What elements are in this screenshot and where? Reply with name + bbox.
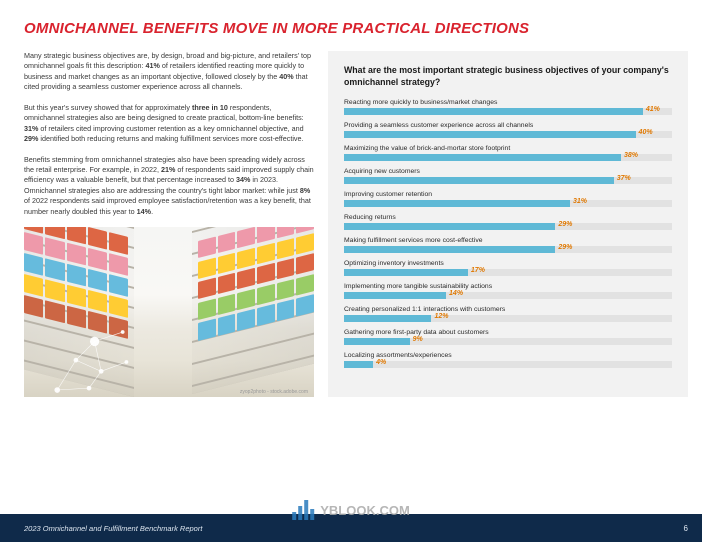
- bar-label: Maximizing the value of brick-and-mortar…: [344, 145, 672, 152]
- bar-track: 12%: [344, 315, 672, 322]
- bar-row: Making fulfillment services more cost-ef…: [344, 237, 672, 253]
- bar-row: Maximizing the value of brick-and-mortar…: [344, 145, 672, 161]
- two-column-layout: Many strategic business objectives are, …: [24, 51, 702, 397]
- bar-chart: Reacting more quickly to business/market…: [344, 99, 672, 368]
- paragraph-3: Benefits stemming from omnichannel strat…: [24, 155, 314, 218]
- footer-report-title: 2023 Omnichannel and Fulfillment Benchma…: [24, 524, 202, 533]
- bar-label: Reducing returns: [344, 214, 672, 221]
- bar-track: 31%: [344, 200, 672, 207]
- bar-row: Improving customer retention 31%: [344, 191, 672, 207]
- bar-value: 38%: [624, 152, 638, 159]
- bar-label: Acquiring new customers: [344, 168, 672, 175]
- bar-label: Creating personalized 1:1 interactions w…: [344, 306, 672, 313]
- bar-wrap: 17%: [344, 269, 672, 276]
- bar-fill: 12%: [344, 315, 431, 322]
- paragraph-2: But this year's survey showed that for a…: [24, 103, 314, 145]
- bar-fill: 31%: [344, 200, 570, 207]
- bar-label: Optimizing inventory investments: [344, 260, 672, 267]
- bar-wrap: 38%: [344, 154, 672, 161]
- bar-row: Providing a seamless customer experience…: [344, 122, 672, 138]
- bar-track: 38%: [344, 154, 672, 161]
- bar-fill: 37%: [344, 177, 614, 184]
- bar-value: 9%: [413, 336, 423, 343]
- bar-row: Localizing assortments/experiences 4%: [344, 352, 672, 368]
- store-aisle-image: zyop2photo - stock.adobe.com: [24, 227, 314, 397]
- bar-fill: 14%: [344, 292, 446, 299]
- bar-value: 41%: [646, 106, 660, 113]
- bar-track: 14%: [344, 292, 672, 299]
- bar-fill: 41%: [344, 108, 643, 115]
- bar-track: 37%: [344, 177, 672, 184]
- bar-wrap: 9%: [344, 338, 672, 345]
- bar-value: 4%: [376, 359, 386, 366]
- chart-panel: What are the most important strategic bu…: [328, 51, 688, 397]
- bar-wrap: 29%: [344, 223, 672, 230]
- bar-value: 37%: [617, 175, 631, 182]
- chart-title: What are the most important strategic bu…: [344, 65, 672, 89]
- bar-track: 41%: [344, 108, 672, 115]
- bar-row: Creating personalized 1:1 interactions w…: [344, 306, 672, 322]
- network-overlay-icon: [24, 304, 169, 398]
- bar-track: 29%: [344, 246, 672, 253]
- photo-credit: zyop2photo - stock.adobe.com: [240, 389, 308, 395]
- bar-row: Optimizing inventory investments 17%: [344, 260, 672, 276]
- watermark-logo: YBLOOK.COM: [292, 500, 410, 520]
- bar-wrap: 4%: [344, 361, 672, 368]
- bar-track: 4%: [344, 361, 672, 368]
- bar-label: Reacting more quickly to business/market…: [344, 99, 672, 106]
- bar-row: Reacting more quickly to business/market…: [344, 99, 672, 115]
- bar-wrap: 31%: [344, 200, 672, 207]
- bar-wrap: 12%: [344, 315, 672, 322]
- bar-wrap: 14%: [344, 292, 672, 299]
- left-column: Many strategic business objectives are, …: [24, 51, 314, 397]
- bar-fill: 4%: [344, 361, 373, 368]
- bar-value: 40%: [639, 129, 653, 136]
- bar-track: 17%: [344, 269, 672, 276]
- bar-value: 12%: [434, 313, 448, 320]
- bar-fill: 17%: [344, 269, 468, 276]
- bar-row: Reducing returns 29%: [344, 214, 672, 230]
- watermark-bars-icon: [292, 500, 316, 520]
- page-title: OMNICHANNEL BENEFITS MOVE IN MORE PRACTI…: [24, 20, 702, 37]
- paragraph-1: Many strategic business objectives are, …: [24, 51, 314, 93]
- page-number: 6: [684, 524, 688, 533]
- bar-label: Making fulfillment services more cost-ef…: [344, 237, 672, 244]
- bar-row: Implementing more tangible sustainabilit…: [344, 283, 672, 299]
- bar-label: Providing a seamless customer experience…: [344, 122, 672, 129]
- page-container: OMNICHANNEL BENEFITS MOVE IN MORE PRACTI…: [0, 0, 702, 542]
- bar-wrap: 37%: [344, 177, 672, 184]
- bar-fill: 29%: [344, 223, 555, 230]
- bar-fill: 38%: [344, 154, 621, 161]
- bar-row: Gathering more first-party data about cu…: [344, 329, 672, 345]
- bar-value: 31%: [573, 198, 587, 205]
- bar-wrap: 41%: [344, 108, 672, 115]
- watermark-text: YBLOOK.COM: [320, 503, 410, 518]
- bar-value: 14%: [449, 290, 463, 297]
- bar-label: Localizing assortments/experiences: [344, 352, 672, 359]
- bar-fill: 29%: [344, 246, 555, 253]
- bar-track: 29%: [344, 223, 672, 230]
- bar-row: Acquiring new customers 37%: [344, 168, 672, 184]
- bar-label: Improving customer retention: [344, 191, 672, 198]
- bar-fill: 9%: [344, 338, 410, 345]
- bar-wrap: 40%: [344, 131, 672, 138]
- bar-value: 29%: [558, 244, 572, 251]
- bar-wrap: 29%: [344, 246, 672, 253]
- bar-label: Implementing more tangible sustainabilit…: [344, 283, 672, 290]
- bar-value: 17%: [471, 267, 485, 274]
- bar-track: 9%: [344, 338, 672, 345]
- bar-fill: 40%: [344, 131, 636, 138]
- bar-track: 40%: [344, 131, 672, 138]
- bar-value: 29%: [558, 221, 572, 228]
- bar-label: Gathering more first-party data about cu…: [344, 329, 672, 336]
